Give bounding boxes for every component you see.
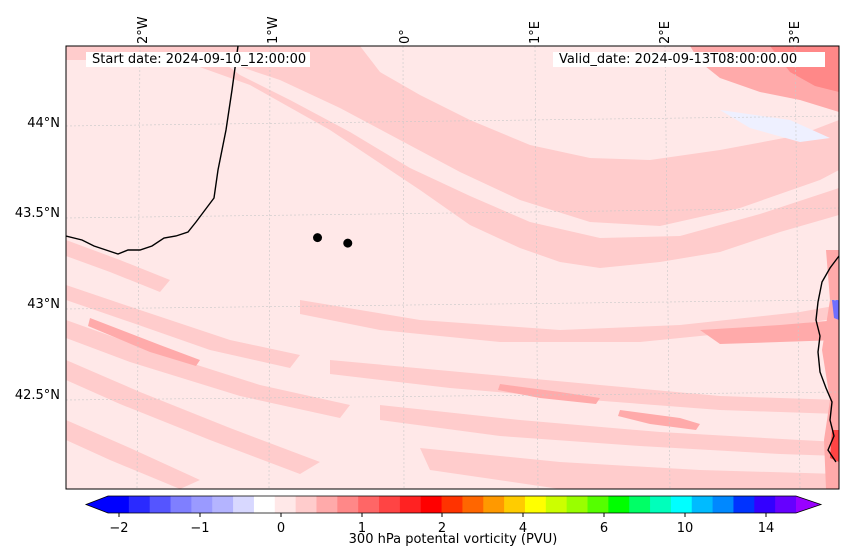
pv-east-coast-blue [832,300,839,320]
colorbar-segment [483,496,505,513]
colorbar-segment [420,496,443,513]
pv-stripe-mid-2 [330,360,839,414]
colorbar-segment [253,496,276,513]
pv-stripe-right-strong [700,320,839,344]
colorbar-tick-label: −1 [190,521,210,536]
colorbar-outline [84,495,823,514]
colorbar-segment [149,496,172,513]
coastline-mediterranean [815,255,839,463]
map-plot-area [66,46,839,489]
colorbar-tick-label: 4 [518,521,528,536]
map-frame [65,45,840,490]
colorbar-tick-label: −2 [109,521,129,536]
colorbar-segment [191,496,213,513]
colorbar-segment [504,496,526,513]
colorbar-segment [337,496,359,513]
colorbar-segment [170,496,192,513]
colorbar-segment [295,496,317,513]
pv-patch-blue [720,110,830,142]
map-gridlines [66,46,839,489]
pv-stripe-left-2 [66,285,300,368]
colorbar-segment [108,496,130,513]
colorbar-segment [733,496,755,513]
colorbar-segment [441,496,463,513]
location-marker-2 [343,238,353,248]
pv-stripe-mid-dark-1 [498,384,600,404]
pv-stripe-left-4 [66,360,320,474]
colorbar-segment [775,496,797,513]
colorbar-segment [524,496,547,513]
colorbar-segment [587,496,609,513]
pv-stripe-left-dark [88,318,200,366]
lon-label-0: 0° [398,29,413,44]
start-date-label: Start date: 2024-09-10_12:00:00 [86,52,311,67]
colorbar-segment [629,496,651,513]
colorbar-segment [274,496,297,513]
colorbar-segment [316,496,338,513]
colorbar-segment [399,496,422,513]
lat-label-43-5: 43.5°N [14,206,60,221]
colorbar-extend-high [796,496,821,513]
colorbar-title: 300 hPa potental vorticity (PVU) [348,532,558,547]
lat-label-44: 44°N [27,116,60,131]
colorbar-segment [358,496,380,513]
colorbar-segment [545,496,568,513]
colorbar-segment [608,496,630,513]
lon-label-2w: 2°W [136,16,151,44]
pv-stripe-mid-dark-2 [618,410,700,430]
colorbar-tick-label: 6 [599,521,609,536]
colorbar-tick-label: 14 [757,521,775,536]
colorbar-tick-label: 10 [676,521,694,536]
colorbar-segment [691,496,714,513]
lon-label-1e: 1°E [528,21,543,44]
pv-stripe-left-5 [66,420,200,489]
pv-stripe-mid-3 [380,405,839,456]
coastline-bay-of-biscay [66,46,239,255]
colorbar-segment [712,496,734,513]
colorbar-segment [212,496,234,513]
colorbar-segment [379,496,401,513]
lon-label-2e: 2°E [658,21,673,44]
pv-east-coast-red [830,430,839,462]
colorbar-segment [128,496,151,513]
colorbar-segment [650,496,672,513]
colorbar-segment [462,496,484,513]
pv-stripe-mid-4 [420,448,839,489]
colorbar-segment [754,496,776,513]
colorbar [84,495,823,517]
lon-label-1w: 1°W [266,16,281,44]
lat-label-42-5: 42.5°N [14,388,60,403]
colorbar-extend-low [86,496,108,513]
colorbar-segment [566,496,589,513]
pv-stripe-left-1 [66,240,170,292]
colorbar-segment [670,496,693,513]
marker-group [313,233,353,248]
valid-date-label: Valid_date: 2024-09-13T08:00:00.00 [553,52,825,67]
colorbar-segment [233,496,255,513]
lon-label-3e: 3°E [788,21,803,44]
colorbar-tick-label: 2 [437,521,447,536]
location-marker-1 [313,233,323,243]
colorbar-tick-label: 1 [357,521,367,536]
lat-label-43: 43°N [27,297,60,312]
pv-stripe-left-3 [66,320,350,418]
colorbar-tick-label: 0 [276,521,286,536]
pv-band-upper [66,46,839,268]
